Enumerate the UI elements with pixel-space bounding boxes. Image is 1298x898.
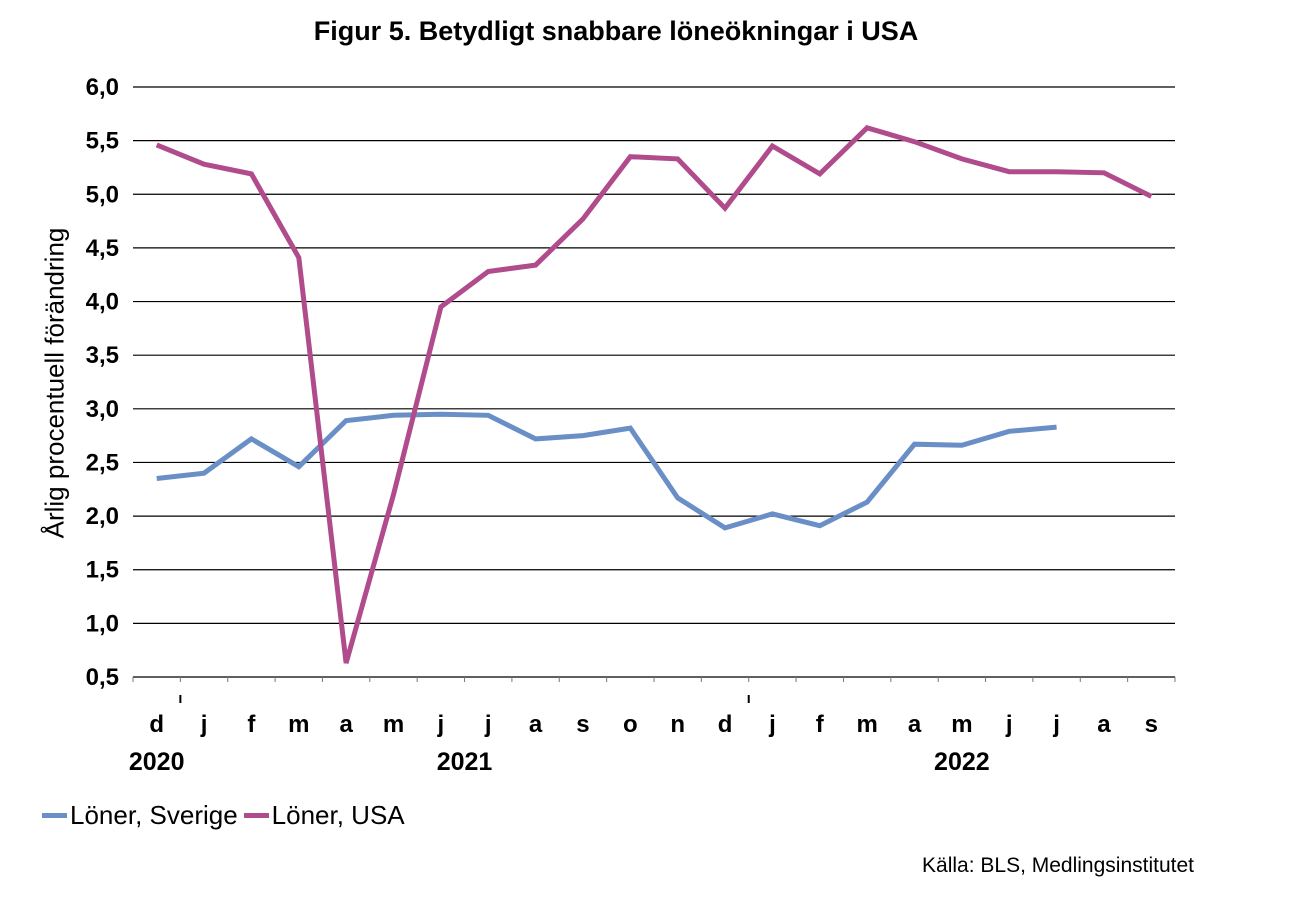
x-tick-label: j xyxy=(200,711,208,738)
legend: Löner, Sverige Löner, USA xyxy=(42,800,411,831)
y-tick-label: 2,5 xyxy=(86,449,119,476)
y-tick-label: 0,5 xyxy=(86,664,119,691)
y-tick-label: 4,5 xyxy=(86,235,119,262)
series-line-sverige xyxy=(156,411,1057,531)
x-tick-label: s xyxy=(576,711,589,738)
x-tick-label: d xyxy=(718,711,733,738)
x-tick-label: a xyxy=(1097,711,1111,738)
y-tick-label: 3,0 xyxy=(86,396,119,423)
x-tick-label: o xyxy=(623,711,638,738)
y-tick-label: 6,0 xyxy=(86,74,119,101)
x-tick-label: f xyxy=(816,711,825,738)
legend-swatch-usa xyxy=(243,813,269,818)
legend-item-sverige: Löner, Sverige xyxy=(42,800,238,831)
source-note: Källa: BLS, Medlingsinstitutet xyxy=(922,854,1194,877)
x-axis xyxy=(132,677,1176,703)
year-label-2021: 2021 xyxy=(437,748,493,776)
x-tick-label: m xyxy=(288,711,309,738)
y-tick-label: 1,0 xyxy=(86,610,119,637)
x-tick-label: a xyxy=(529,711,543,738)
y-tick-label: 3,5 xyxy=(86,342,119,369)
legend-swatch-sverige xyxy=(42,813,67,818)
x-tick-label: j xyxy=(768,711,776,738)
legend-item-usa: Löner, USA xyxy=(243,800,405,831)
x-tick-label: a xyxy=(908,711,922,738)
y-tick-label: 1,5 xyxy=(86,557,119,584)
y-axis-tick-labels: 0,5 1,0 1,5 2,0 2,5 3,0 3,5 4,0 4,5 5,0 5,5 6,0 xyxy=(86,74,119,691)
y-tick-label: 5,0 xyxy=(86,181,119,208)
y-tick-label: 2,0 xyxy=(86,503,119,530)
gridlines xyxy=(133,86,1175,678)
x-tick-label: m xyxy=(951,711,972,738)
x-tick-label: f xyxy=(247,711,256,738)
x-tick-label: j xyxy=(1052,711,1060,738)
year-label-2022: 2022 xyxy=(934,748,990,776)
y-axis-label: Årlig procentuell förändring xyxy=(39,227,70,539)
x-tick-label: m xyxy=(856,711,877,738)
year-label-2020: 2020 xyxy=(129,748,185,776)
x-tick-label: n xyxy=(670,711,685,738)
x-tick-label: j xyxy=(437,711,445,738)
x-tick-label: s xyxy=(1145,711,1158,738)
series-line-usa xyxy=(155,124,1153,664)
x-tick-label: m xyxy=(383,711,404,738)
y-tick-label: 4,0 xyxy=(86,289,119,316)
legend-label-sverige: Löner, Sverige xyxy=(70,800,238,830)
data-series xyxy=(155,124,1153,664)
x-tick-label: d xyxy=(149,711,164,738)
y-tick-label: 5,5 xyxy=(86,128,119,155)
x-tick-label: j xyxy=(1005,711,1013,738)
x-tick-label: a xyxy=(339,711,353,738)
x-tick-label: j xyxy=(484,711,492,738)
legend-label-usa: Löner, USA xyxy=(271,800,405,830)
chart-title: Figur 5. Betydligt snabbare löneökningar… xyxy=(313,16,919,46)
year-labels: 2020 2021 2022 xyxy=(129,748,990,776)
